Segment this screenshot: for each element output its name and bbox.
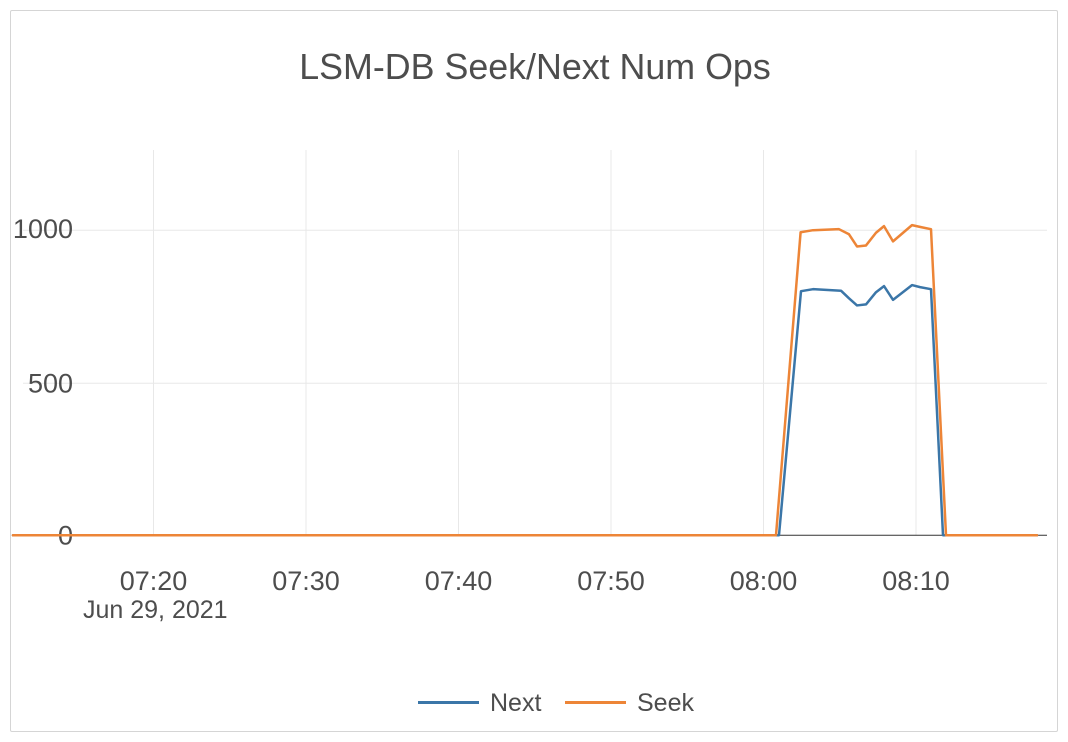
svg-text:07:40: 07:40 — [425, 566, 493, 596]
svg-text:08:00: 08:00 — [730, 566, 798, 596]
svg-text:1000: 1000 — [13, 214, 73, 244]
svg-text:07:20: 07:20 — [120, 566, 188, 596]
svg-text:07:50: 07:50 — [577, 566, 645, 596]
svg-text:08:10: 08:10 — [882, 566, 950, 596]
svg-text:500: 500 — [28, 369, 73, 399]
svg-text:07:30: 07:30 — [272, 566, 340, 596]
